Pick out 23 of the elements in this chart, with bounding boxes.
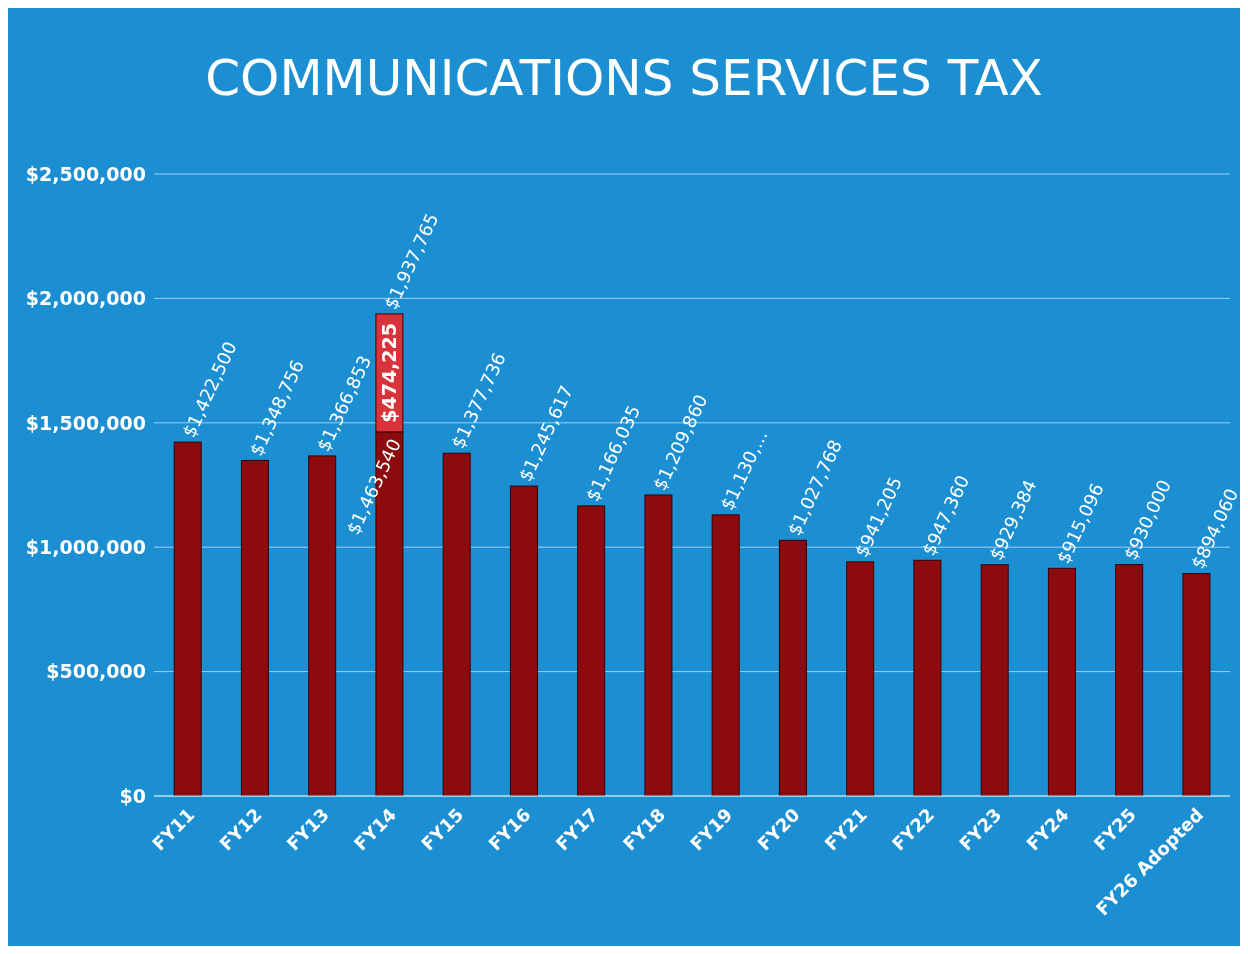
bar <box>644 494 673 796</box>
bar <box>308 455 337 796</box>
y-tick-label: $2,000,000 <box>25 287 146 310</box>
y-tick-label: $500,000 <box>46 660 146 683</box>
y-tick-label: $1,000,000 <box>25 535 146 558</box>
bar <box>711 514 740 796</box>
y-tick-label: $1,500,000 <box>25 411 146 434</box>
chart-title: COMMUNICATIONS SERVICES TAX <box>204 48 1044 109</box>
bar <box>1047 567 1076 796</box>
bar <box>509 485 538 796</box>
bar <box>240 459 269 796</box>
bar <box>1182 573 1211 796</box>
y-tick-label: $0 <box>119 784 146 807</box>
bar <box>442 452 471 796</box>
bar <box>846 561 875 796</box>
bar <box>1115 564 1144 796</box>
y-tick-label: $2,500,000 <box>25 162 146 185</box>
bar <box>778 539 807 796</box>
bar <box>913 559 942 796</box>
data-label: $474,225 <box>378 322 401 423</box>
bar <box>173 441 202 796</box>
bar <box>577 505 606 796</box>
bar <box>980 564 1009 796</box>
